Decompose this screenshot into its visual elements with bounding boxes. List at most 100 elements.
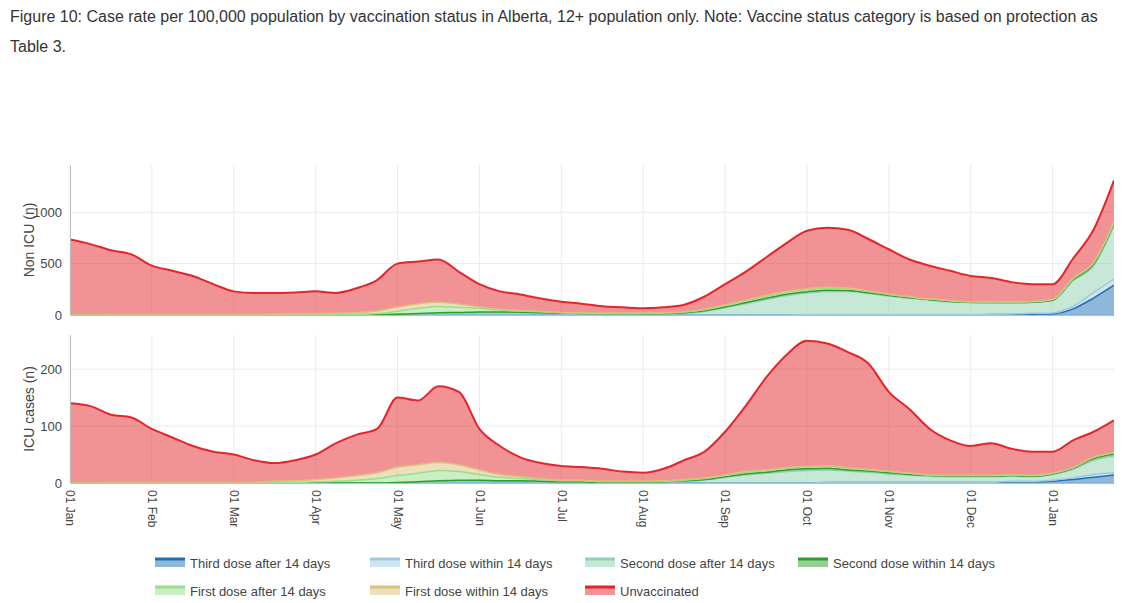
y-tick-label: 200 — [40, 362, 62, 377]
x-tick-label: 01 May — [391, 490, 405, 529]
grid — [70, 165, 1114, 315]
x-tick: 01 Aug — [636, 483, 650, 527]
legend-item: Third dose within 14 days — [370, 556, 553, 571]
legend-label: Second dose after 14 days — [620, 556, 775, 571]
y-tick-label: 100 — [40, 419, 62, 434]
plot-area — [70, 180, 1114, 315]
chart-title: Figure 10: Case rate per 100,000 populat… — [10, 2, 1128, 62]
legend-swatch — [798, 559, 828, 567]
y-axis-title: Non ICU (n) — [21, 203, 37, 278]
legend-swatch-line — [370, 586, 400, 589]
line — [70, 222, 1114, 315]
legend-item: First dose after 14 days — [155, 584, 326, 599]
legend: Third dose after 14 days Third dose withi… — [155, 556, 995, 599]
x-tick: 01 Jul — [555, 483, 569, 522]
legend-swatch-line — [155, 586, 185, 589]
x-tick: 01 Mar — [227, 483, 241, 527]
x-tick: 01 Dec — [964, 483, 978, 528]
legend-swatch-line — [585, 586, 615, 589]
x-tick: 01 Jun — [473, 483, 487, 526]
x-tick-label: 01 Jan — [63, 490, 77, 526]
x-axis-line — [71, 315, 1115, 316]
x-tick-label: 01 Dec — [964, 490, 978, 528]
grid-line-y — [70, 212, 1114, 213]
legend-swatch-line — [585, 558, 615, 561]
legend-swatch-line — [155, 558, 185, 561]
y-tick: 200 — [40, 362, 70, 377]
legend-swatch — [370, 559, 400, 567]
legend-swatch — [155, 587, 185, 595]
grid-line-x — [70, 335, 71, 483]
legend-item: Third dose after 14 days — [155, 556, 331, 571]
legend-label: Unvaccinated — [620, 584, 699, 599]
x-tick-label: 01 Mar — [227, 490, 241, 527]
grid-line-y — [70, 369, 1114, 370]
y-tick: 0 — [55, 308, 70, 323]
x-tick-label: 01 Nov — [882, 490, 896, 528]
x-tick-label: 01 Jun — [473, 490, 487, 526]
x-axis: 01 Jan 01 Feb 01 Mar 01 Apr 01 May 01 Jun 01 J… — [63, 483, 1114, 529]
plot-area — [70, 341, 1114, 483]
x-tick: 01 Jan — [1046, 483, 1060, 526]
x-tick: 01 Sep — [718, 483, 732, 528]
legend-swatch-line — [798, 558, 828, 561]
grid-line-x — [561, 165, 562, 315]
y-tick-label: 500 — [40, 256, 62, 271]
x-tick-label: 01 Jan — [1046, 490, 1060, 526]
legend-swatch — [585, 587, 615, 595]
y-tick-label: 0 — [55, 308, 62, 323]
x-tick: 01 Feb — [145, 483, 159, 528]
y-tick-label: 0 — [55, 476, 62, 491]
grid-line-x — [643, 165, 644, 315]
x-tick-label: 01 Sep — [718, 490, 732, 528]
legend-label: Second dose within 14 days — [833, 556, 995, 571]
grid-line-x — [70, 165, 71, 315]
grid-line-y — [70, 426, 1114, 427]
legend-label: Third dose after 14 days — [190, 556, 331, 571]
line — [70, 341, 1114, 473]
line — [70, 279, 1114, 315]
x-tick: 01 May — [391, 483, 405, 529]
x-tick: 01 Nov — [882, 483, 896, 528]
legend-item: First dose within 14 days — [370, 584, 549, 599]
x-tick-label: 01 Feb — [145, 490, 159, 528]
grid-line-y — [70, 263, 1114, 264]
x-axis-line — [71, 483, 1115, 484]
y-axis-line — [70, 336, 71, 484]
line — [70, 456, 1114, 483]
x-tick: 01 Oct — [800, 483, 814, 526]
x-tick-label: 01 Apr — [309, 490, 323, 525]
area — [70, 341, 1114, 483]
panel: 010020001 Jan01 Feb01 Mar01 Apr01 May01 … — [21, 335, 1115, 529]
legend-item: Second dose within 14 days — [798, 556, 995, 571]
panel: 0 500 1000Non ICU (n) — [21, 165, 1115, 323]
grid — [70, 335, 1114, 483]
y-axis-line — [70, 166, 71, 316]
legend-swatch — [585, 559, 615, 567]
y-tick: 1000 — [33, 205, 70, 220]
chart-canvas: 05001000Non ICU (n)010020001 Jan01 Feb01… — [0, 0, 1134, 603]
legend-label: First dose within 14 days — [405, 584, 549, 599]
x-tick: 01 Apr — [309, 483, 323, 525]
area — [70, 180, 1114, 315]
x-tick-label: 01 Jul — [555, 490, 569, 522]
y-axis: 0 500 1000 — [33, 166, 70, 323]
line — [70, 222, 1114, 315]
line — [70, 180, 1114, 308]
legend-label: Third dose within 14 days — [405, 556, 553, 571]
x-tick: 01 Jan — [63, 483, 77, 526]
y-tick: 0 — [55, 476, 70, 491]
y-tick-label: 1000 — [33, 205, 62, 220]
legend-swatch-line — [370, 558, 400, 561]
x-axis — [71, 315, 1115, 317]
y-axis-title: ICU cases (n) — [21, 366, 37, 452]
y-axis: 0 100 200 — [40, 336, 70, 491]
legend-swatch — [370, 587, 400, 595]
legend-item: Unvaccinated — [585, 584, 699, 599]
x-tick-label: 01 Aug — [636, 490, 650, 527]
legend-item: Second dose after 14 days — [585, 556, 775, 571]
grid-line-x — [643, 335, 644, 483]
legend-label: First dose after 14 days — [190, 584, 326, 599]
y-tick: 500 — [40, 256, 70, 271]
x-tick-label: 01 Oct — [800, 490, 814, 526]
